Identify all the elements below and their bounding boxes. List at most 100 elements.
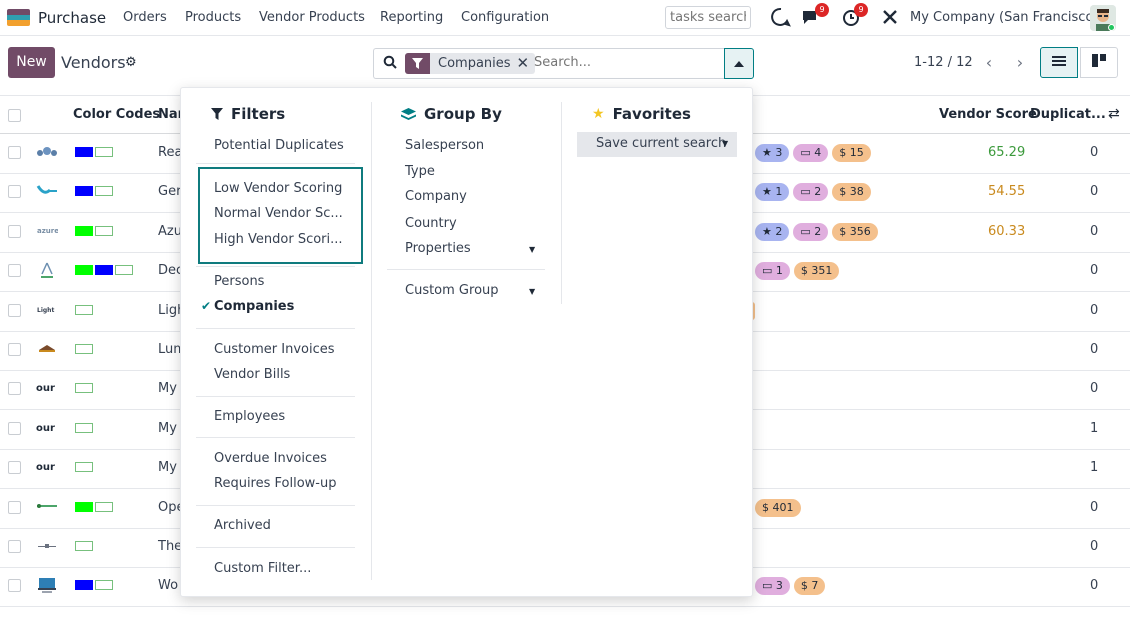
color-codes: [75, 304, 93, 315]
search-panel-dropdown: Filters Potential Duplicates Low Vendor …: [180, 87, 753, 597]
close-icon[interactable]: ✕: [516, 54, 530, 72]
vendor-logo: [36, 262, 58, 280]
checkmark-icon: ✔: [201, 299, 212, 313]
app-name[interactable]: Purchase: [38, 9, 107, 27]
search-facet: Companies ✕: [405, 53, 536, 74]
list-view-button[interactable]: [1040, 47, 1078, 78]
groupby-type[interactable]: Type: [405, 164, 435, 179]
menu-orders[interactable]: Orders: [123, 10, 167, 25]
color-codes: [75, 580, 113, 591]
row-checkbox[interactable]: [8, 579, 21, 593]
filter-archived[interactable]: Archived: [214, 518, 271, 533]
tag-badge: $ 401: [755, 498, 801, 517]
optional-columns-icon[interactable]: ⇄: [1108, 106, 1120, 122]
vendor-logo: our: [36, 380, 58, 398]
color-codes: [75, 344, 93, 354]
svg-text:Light: Light: [37, 307, 54, 314]
row-checkbox[interactable]: [8, 146, 21, 159]
row-checkbox[interactable]: [8, 185, 21, 199]
chevron-left-icon[interactable]: ‹: [985, 53, 993, 72]
new-button[interactable]: New: [8, 47, 55, 78]
search-input[interactable]: [534, 55, 714, 70]
row-checkbox[interactable]: [8, 461, 21, 475]
filter-vendor-bills[interactable]: Vendor Bills: [214, 367, 291, 382]
row-checkbox[interactable]: [8, 343, 21, 356]
filter-persons[interactable]: Persons: [214, 274, 265, 289]
duplicates-count: 1: [1090, 460, 1099, 476]
groupby-properties[interactable]: Properties: [405, 241, 471, 256]
color-swatch: [75, 383, 93, 394]
company-switcher[interactable]: My Company (San Francisco): [910, 10, 1099, 25]
activities-icon[interactable]: 9: [842, 3, 868, 32]
filter-employees[interactable]: Employees: [214, 409, 286, 424]
vendor-logo: [36, 144, 58, 162]
page-title: Vendors: [61, 53, 126, 72]
row-checkbox[interactable]: [8, 224, 21, 238]
tag-badge: ▭ 2: [793, 183, 829, 202]
search-icon[interactable]: [383, 55, 397, 73]
pager-value[interactable]: 1-12 / 12: [914, 55, 973, 70]
vendor-name: My: [158, 381, 177, 397]
online-status-dot: [1108, 24, 1115, 31]
kanban-view-button[interactable]: [1080, 47, 1118, 78]
table-row[interactable]: Wo ▭ 3 $ 7 0: [0, 567, 1130, 608]
filter-overdue-invoices[interactable]: Overdue Invoices: [214, 451, 327, 466]
color-swatch: [75, 422, 93, 433]
vendor-score: 60.33: [988, 223, 1026, 239]
duplicates-count: 0: [1090, 184, 1099, 200]
table-row[interactable]: Ger ★ 1 ▭ 2 $ 38 54.55 0: [0, 173, 1130, 214]
groupby-company[interactable]: Company: [405, 189, 467, 204]
voip-icon[interactable]: [771, 7, 791, 31]
menu-configuration[interactable]: Configuration: [461, 10, 550, 25]
vendor-tags: ▭ 3 $ 7: [755, 577, 826, 596]
save-current-search-button[interactable]: Save current search ▼: [577, 132, 737, 157]
groupby-salesperson[interactable]: Salesperson: [405, 138, 485, 153]
tasks-search-input[interactable]: [665, 6, 751, 29]
color-swatch: [75, 580, 93, 591]
filter-companies[interactable]: Companies: [214, 299, 295, 314]
row-checkbox[interactable]: [8, 500, 21, 514]
vendor-name: Lum: [158, 342, 186, 357]
groupby-header: Group By: [401, 105, 502, 123]
row-checkbox[interactable]: [8, 382, 21, 396]
vendor-logo: azure: [36, 223, 59, 241]
gear-icon[interactable]: ⚙: [125, 55, 137, 70]
save-current-search-label: Save current search: [596, 136, 727, 151]
search-options-toggle[interactable]: [724, 48, 754, 79]
color-swatch: [75, 462, 93, 473]
header-name[interactable]: Nar: [158, 107, 185, 122]
filter-high-vendor-scoring[interactable]: High Vendor Scori...: [214, 232, 343, 247]
header-color-codes[interactable]: Color Codes: [73, 107, 161, 122]
app-icon[interactable]: [7, 9, 30, 26]
menu-reporting[interactable]: Reporting: [380, 10, 444, 25]
filter-normal-vendor-scoring[interactable]: Normal Vendor Sc...: [214, 206, 343, 221]
row-checkbox[interactable]: [8, 421, 21, 435]
filter-customer-invoices[interactable]: Customer Invoices: [214, 342, 335, 357]
star-icon: ★: [592, 106, 605, 122]
filter-potential-duplicates[interactable]: Potential Duplicates: [214, 138, 344, 153]
groupby-country[interactable]: Country: [405, 216, 457, 231]
filter-low-vendor-scoring[interactable]: Low Vendor Scoring: [214, 181, 343, 196]
avatar[interactable]: [1090, 5, 1116, 31]
filter-requires-follow-up[interactable]: Requires Follow-up: [214, 476, 337, 491]
tag-badge: $ 7: [793, 577, 826, 596]
color-codes: [75, 265, 133, 276]
filter-custom-filter[interactable]: Custom Filter...: [214, 561, 312, 576]
header-vendor-score[interactable]: Vendor Score: [939, 107, 1037, 122]
tools-icon[interactable]: [881, 8, 899, 30]
caret-down-icon[interactable]: ▼: [529, 287, 536, 296]
chevron-right-icon[interactable]: ›: [1016, 53, 1024, 72]
groupby-custom-group[interactable]: Custom Group: [405, 283, 499, 298]
row-checkbox[interactable]: [8, 540, 21, 553]
header-duplicates[interactable]: Duplicat...: [1030, 107, 1106, 122]
select-all-checkbox[interactable]: [8, 109, 21, 122]
caret-up-icon: [734, 61, 744, 67]
menu-vendor-products[interactable]: Vendor Products: [259, 10, 365, 25]
messages-icon[interactable]: 9: [801, 3, 829, 30]
vendor-score: 65.29: [988, 145, 1026, 160]
menu-products[interactable]: Products: [185, 10, 242, 25]
search-bar: Companies ✕: [373, 48, 725, 79]
duplicates-count: 1: [1090, 420, 1099, 436]
row-checkbox[interactable]: [8, 303, 21, 317]
row-checkbox[interactable]: [8, 264, 21, 278]
